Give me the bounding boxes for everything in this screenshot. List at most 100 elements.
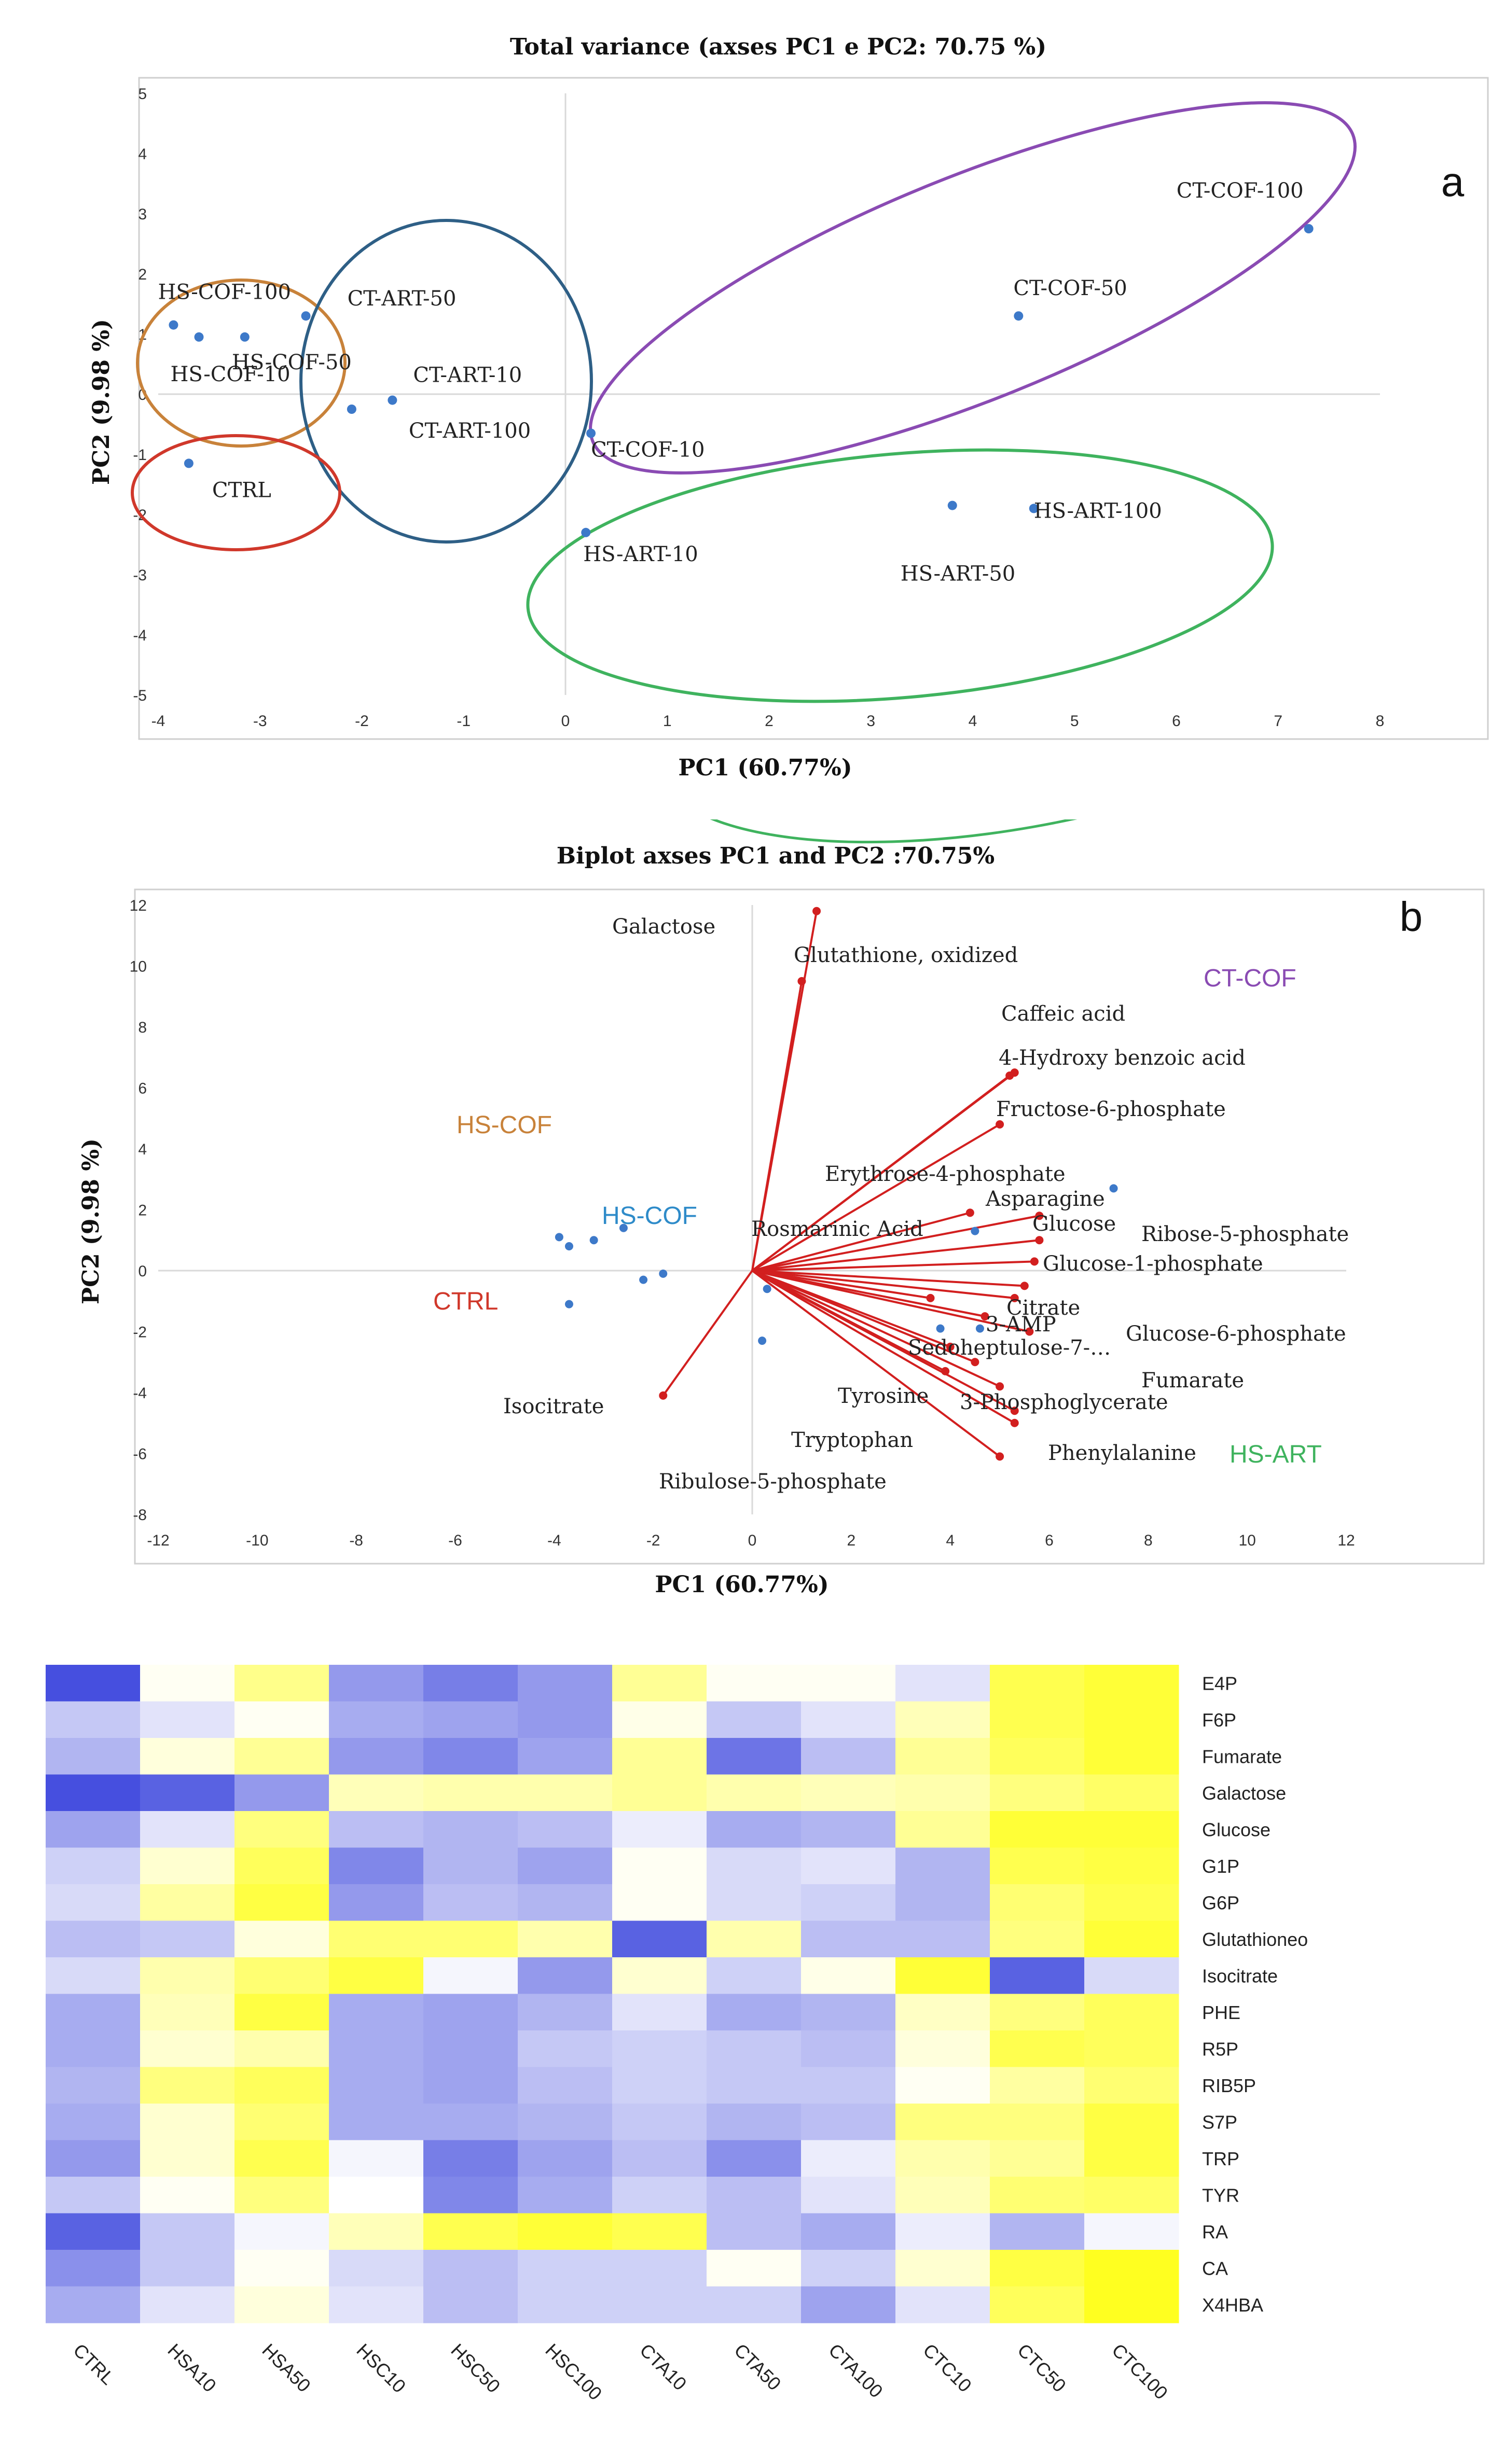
heatmap-cell — [234, 1701, 329, 1738]
point-label: HS-ART-10 — [583, 542, 698, 566]
group-labels: CT-COF HS-COF HS-COF CTRL HS-ART — [433, 965, 1322, 1468]
loading-point — [996, 1382, 1004, 1391]
loading-point — [996, 1452, 1004, 1461]
heatmap-cell — [234, 1774, 329, 1812]
loading-point — [981, 1312, 989, 1321]
heatmap-cell — [801, 1920, 896, 1958]
group-label: CTRL — [433, 1288, 498, 1315]
heatmap-cell — [895, 1994, 990, 2031]
heatmap-cell — [234, 1957, 329, 1994]
y-tick-label: -8 — [133, 1507, 147, 1524]
heatmap-cell — [990, 1738, 1085, 1775]
heatmap-cell — [423, 2104, 518, 2140]
heatmap-cell — [518, 2140, 613, 2177]
y-tick-label: 5 — [138, 86, 147, 103]
loading-vector — [752, 1270, 1025, 1287]
row-label: Galactose — [1202, 1783, 1286, 1804]
loading-label: Glucose — [1032, 1212, 1116, 1236]
x-tick-label: 12 — [1337, 1532, 1355, 1549]
heatmap-cell — [895, 2177, 990, 2214]
x-tick-label: 0 — [561, 713, 570, 730]
loading-label: Rosmarinic Acid — [751, 1217, 923, 1241]
loading-vector — [752, 1239, 1040, 1272]
y-tick-label: 4 — [138, 146, 147, 163]
heatmap-cell — [1084, 2104, 1179, 2140]
heatmap-cell — [990, 2140, 1085, 2177]
loading-point — [1005, 1071, 1014, 1080]
column-label: HSC50 — [447, 2340, 504, 2397]
heatmap-cell — [423, 1665, 518, 1702]
heatmap-cell — [234, 2286, 329, 2323]
heatmap-cell — [707, 2140, 802, 2177]
heatmap-cell — [612, 2177, 707, 2214]
panel-letter-b: b — [1400, 894, 1423, 940]
heatmap-cell — [423, 2067, 518, 2104]
loading-label: Tyrosine — [838, 1384, 929, 1408]
x-tick-label: 10 — [1238, 1532, 1255, 1549]
panel-b-biplot: Biplot axses PC1 and PC2 :70.75% b -12 -1… — [0, 819, 1491, 1639]
loading-vector — [752, 1270, 1000, 1388]
x-axis-label: PC1 (60.77%) — [655, 1571, 829, 1598]
heatmap-cell — [46, 1774, 141, 1812]
y-tick-label: 12 — [130, 897, 147, 914]
loading-point — [812, 907, 821, 915]
heatmap-cell — [423, 1957, 518, 1994]
row-label: TYR — [1202, 2184, 1239, 2206]
heatmap-cell — [234, 2030, 329, 2067]
heatmap-cell — [801, 1665, 896, 1702]
heatmap-cell — [423, 2286, 518, 2323]
loading-label: Galactose — [612, 915, 715, 939]
loading-label: 4-Hydroxy benzoic acid — [999, 1046, 1246, 1070]
x-tick-label: 4 — [969, 713, 977, 730]
heatmap-cell — [234, 1994, 329, 2031]
heatmap-cell — [1084, 1701, 1179, 1738]
point-hs-cof-100 — [169, 320, 178, 330]
heatmap-cell — [234, 1884, 329, 1921]
loading-label: 3-Phosphoglycerate — [960, 1390, 1168, 1414]
heatmap-cell — [1084, 1957, 1179, 1994]
heatmap-cell — [707, 1957, 802, 1994]
heatmap-cell — [990, 1957, 1085, 1994]
heatmap-cell — [234, 2104, 329, 2140]
point-label: HS-ART-50 — [901, 562, 1016, 586]
heatmap-cell — [518, 2104, 613, 2140]
row-label: X4HBA — [1202, 2294, 1263, 2316]
loading-label: Fructose-6-phosphate — [996, 1097, 1226, 1121]
heatmap-cell — [801, 1957, 896, 1994]
heatmap-cell — [329, 2104, 424, 2140]
heatmap-cell — [990, 2213, 1085, 2250]
loading-label: Fumarate — [1141, 1369, 1244, 1393]
heatmap-cell — [990, 2104, 1085, 2140]
heatmap-cell — [518, 2213, 613, 2250]
loading-point — [1020, 1282, 1029, 1290]
heatmap-cell — [707, 2213, 802, 2250]
heatmap-cell — [612, 2286, 707, 2323]
heatmap-cell — [234, 1665, 329, 1702]
x-tick-label: 1 — [663, 713, 672, 730]
heatmap-cell — [518, 2067, 613, 2104]
heatmap-cell — [518, 1701, 613, 1738]
x-tick-label: 8 — [1144, 1532, 1153, 1549]
loading-vector — [662, 1270, 753, 1397]
heatmap-cell — [1084, 1920, 1179, 1958]
heatmap-cell — [46, 2140, 141, 2177]
heatmap-cell — [518, 1811, 613, 1848]
heatmap-cell — [423, 1774, 518, 1812]
point-ct-cof-10 — [586, 428, 596, 438]
column-label: HSA50 — [258, 2340, 315, 2397]
heatmap-cell — [707, 1811, 802, 1848]
heatmap-cell — [46, 2177, 141, 2214]
heatmap-cell — [329, 1701, 424, 1738]
heatmap-cell — [329, 2140, 424, 2177]
heatmap-cell — [707, 1884, 802, 1921]
heatmap-cell — [612, 1994, 707, 2031]
heatmap-cell — [46, 1884, 141, 1921]
point-label: CT-ART-100 — [409, 419, 531, 443]
heatmap-cell — [801, 2030, 896, 2067]
point-hs-cof-10 — [194, 332, 204, 342]
point-ctrl — [184, 458, 194, 468]
loading-point — [971, 1358, 979, 1367]
y-tick-label: 2 — [138, 1202, 147, 1219]
heatmap-cell — [990, 1920, 1085, 1958]
group-label: HS-COF — [457, 1111, 552, 1139]
